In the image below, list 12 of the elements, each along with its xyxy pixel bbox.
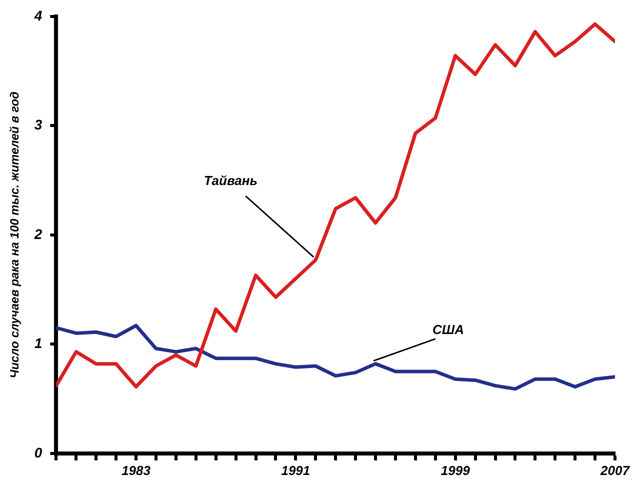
y-tick-label: 0 bbox=[34, 444, 42, 460]
annotation: Тайвань bbox=[204, 173, 258, 188]
y-tick-label: 2 bbox=[33, 226, 42, 242]
y-axis-title: Число случаев рака на 100 тыс. жителей в год bbox=[8, 92, 22, 378]
y-tick-label: 3 bbox=[34, 116, 42, 133]
x-tick-label: 1999 bbox=[440, 462, 471, 478]
y-tick-label: 1 bbox=[34, 335, 42, 352]
x-tick-label: 2007 bbox=[600, 462, 630, 478]
y-tick-label: 4 bbox=[33, 7, 42, 24]
x-tick-label: 1983 bbox=[122, 462, 152, 478]
x-tick-label: 1991 bbox=[281, 462, 310, 478]
annotation: США bbox=[432, 322, 464, 337]
